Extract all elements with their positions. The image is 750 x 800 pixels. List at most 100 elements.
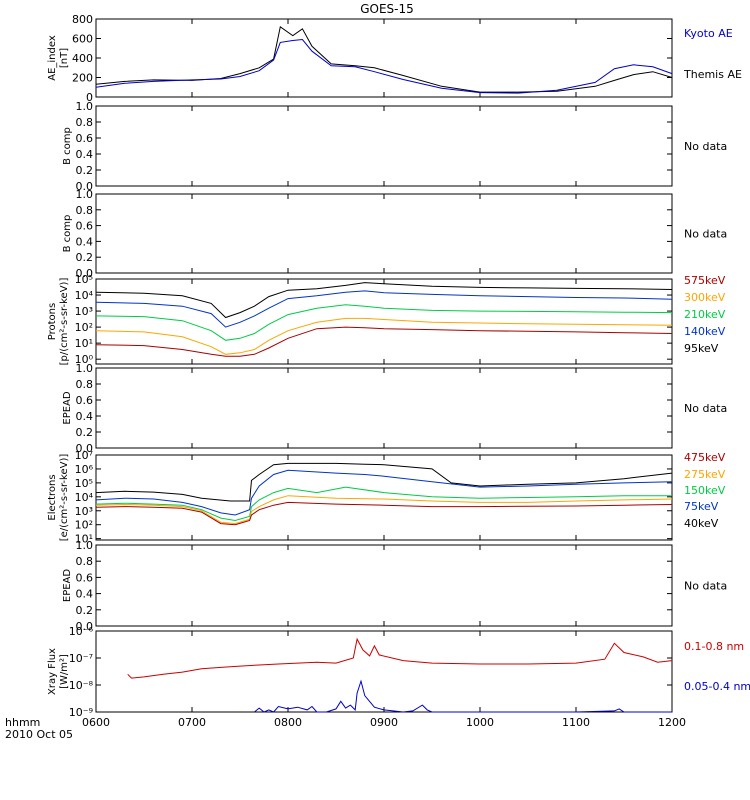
y-tick-label: 1.0 — [76, 539, 94, 552]
y-axis-label: Xray Flux — [47, 648, 58, 695]
legend-entry: 0.1-0.8 nm — [684, 640, 744, 653]
panel-b2: 0.0 0.2 0.4 0.6 0.8 1.0 B comp No data — [62, 188, 727, 280]
x-tick-label: 0900 — [370, 716, 398, 729]
y-axis-label: EPEAD — [62, 569, 73, 603]
y-tick-label: 0.8 — [76, 555, 94, 568]
no-data-note: No data — [684, 580, 727, 593]
y-tick-label: 10³ — [75, 305, 93, 318]
y-tick-label: 0.8 — [76, 204, 94, 217]
panel-protons: 10⁰ 10¹ 10² 10³ 10⁴ 10⁵ Protons [p/(cm²-s-sr-ke… — [47, 273, 726, 366]
y-axis-label: B comp — [62, 215, 73, 253]
y-tick-label: 0.0 — [76, 267, 94, 280]
y-tick-label: 800 — [72, 13, 93, 26]
y-tick-label: 10⁴ — [75, 491, 94, 504]
y-tick-label: 10² — [75, 321, 93, 334]
legend-entry: 140keV — [684, 325, 726, 338]
series-40kev — [95, 462, 673, 502]
panel-frame — [95, 105, 673, 187]
y-tick-label: 0.0 — [76, 442, 94, 455]
y-tick-label: 10⁶ — [75, 463, 94, 476]
legend-entry: 0.05-0.4 nm — [684, 680, 750, 693]
y-tick-label: 10⁻⁸ — [69, 679, 94, 692]
y-tick-label: 0.4 — [76, 410, 94, 423]
legend-entry: 150keV — [684, 484, 726, 497]
y-tick-label: 0.4 — [76, 588, 94, 601]
y-tick-label: 0.4 — [76, 235, 94, 248]
y-tick-label: 0 — [86, 91, 93, 104]
panel-frame — [95, 454, 673, 541]
x-tick-label: 1200 — [658, 716, 686, 729]
series-75kev — [95, 469, 673, 516]
y-tick-label: 10⁷ — [75, 449, 93, 462]
legend-entry: 95keV — [684, 342, 719, 355]
y-tick-label: 0.2 — [76, 426, 94, 439]
y-axis-label: [nT] — [59, 48, 70, 68]
x-tick-label: 1100 — [562, 716, 590, 729]
y-tick-label: 0.6 — [76, 220, 94, 233]
y-tick-label: 600 — [72, 33, 93, 46]
panel-frame — [95, 18, 673, 98]
y-tick-label: 10⁻⁹ — [69, 706, 93, 719]
x-axis-date-label: 2010 Oct 05 — [5, 728, 73, 741]
series-0-05-0-4-nm — [254, 679, 672, 713]
y-tick-label: 0.6 — [76, 132, 94, 145]
legend-entry: 210keV — [684, 308, 726, 321]
y-tick-label: 0.8 — [76, 116, 94, 129]
panel-epead2: 0.0 0.2 0.4 0.6 0.8 1.0 EPEAD No data — [62, 539, 727, 633]
y-tick-label: 10⁻⁶ — [69, 625, 94, 638]
x-tick-label: 0600 — [82, 716, 110, 729]
y-tick-label: 10³ — [75, 505, 93, 518]
y-tick-label: 10² — [75, 519, 93, 532]
series-275kev — [95, 495, 673, 525]
panel-frame — [95, 367, 673, 449]
y-tick-label: 10¹ — [75, 533, 93, 546]
legend-entry: Themis AE — [683, 68, 742, 81]
panels: 0 200 400 600 800 AE_index [nT] Kyoto AE Themis … — [47, 13, 750, 729]
x-tick-label: 0800 — [274, 716, 302, 729]
panel-frame — [95, 278, 673, 365]
y-axis-label: AE_index — [47, 35, 58, 81]
y-tick-label: 10⁴ — [75, 289, 94, 302]
y-tick-label: 0.0 — [76, 620, 94, 633]
y-axis-label: Protons — [47, 303, 58, 340]
y-tick-label: 10⁵ — [75, 477, 93, 490]
legend-entry: 300keV — [684, 291, 726, 304]
series-0-1-0-8-nm — [127, 637, 673, 679]
y-tick-label: 10¹ — [75, 337, 93, 350]
series-themis-ae — [95, 25, 673, 93]
y-tick-label: 1.0 — [76, 100, 94, 113]
legend-entry: Kyoto AE — [684, 27, 733, 40]
y-axis-label: [W/m²] — [59, 654, 70, 689]
legend-entry: 475keV — [684, 451, 726, 464]
y-tick-label: 0.6 — [76, 571, 94, 584]
y-tick-label: 0.2 — [76, 164, 94, 177]
series-575kev — [95, 326, 673, 357]
y-tick-label: 0.2 — [76, 251, 94, 264]
panel-frame — [95, 544, 673, 627]
series-300kev — [95, 317, 673, 355]
legend-entry: 575keV — [684, 274, 726, 287]
x-tick-label: 1000 — [466, 716, 494, 729]
series-150kev — [95, 486, 672, 522]
y-axis-label: [e/(cm²-s-sr-keV)] — [59, 454, 70, 542]
series-kyoto-ae — [95, 38, 673, 94]
x-axis-time-label: hhmm — [5, 716, 40, 729]
y-tick-label: 1.0 — [76, 362, 94, 375]
panel-b1: 0.0 0.2 0.4 0.6 0.8 1.0 B comp No data — [62, 100, 727, 193]
panel-frame — [95, 193, 673, 274]
series-475kev — [95, 501, 673, 526]
panel-frame — [95, 630, 673, 713]
no-data-note: No data — [684, 228, 727, 241]
y-axis-label: Electrons — [47, 474, 58, 520]
legend-entry: 40keV — [684, 517, 719, 530]
series-210kev — [95, 304, 673, 341]
y-tick-label: 0.4 — [76, 148, 94, 161]
y-axis-label: EPEAD — [62, 391, 73, 425]
series-140kev — [95, 290, 673, 328]
plot-title: GOES-15 — [360, 2, 414, 16]
no-data-note: No data — [684, 140, 727, 153]
legend-entry: 75keV — [684, 500, 719, 513]
y-tick-label: 0.6 — [76, 394, 94, 407]
